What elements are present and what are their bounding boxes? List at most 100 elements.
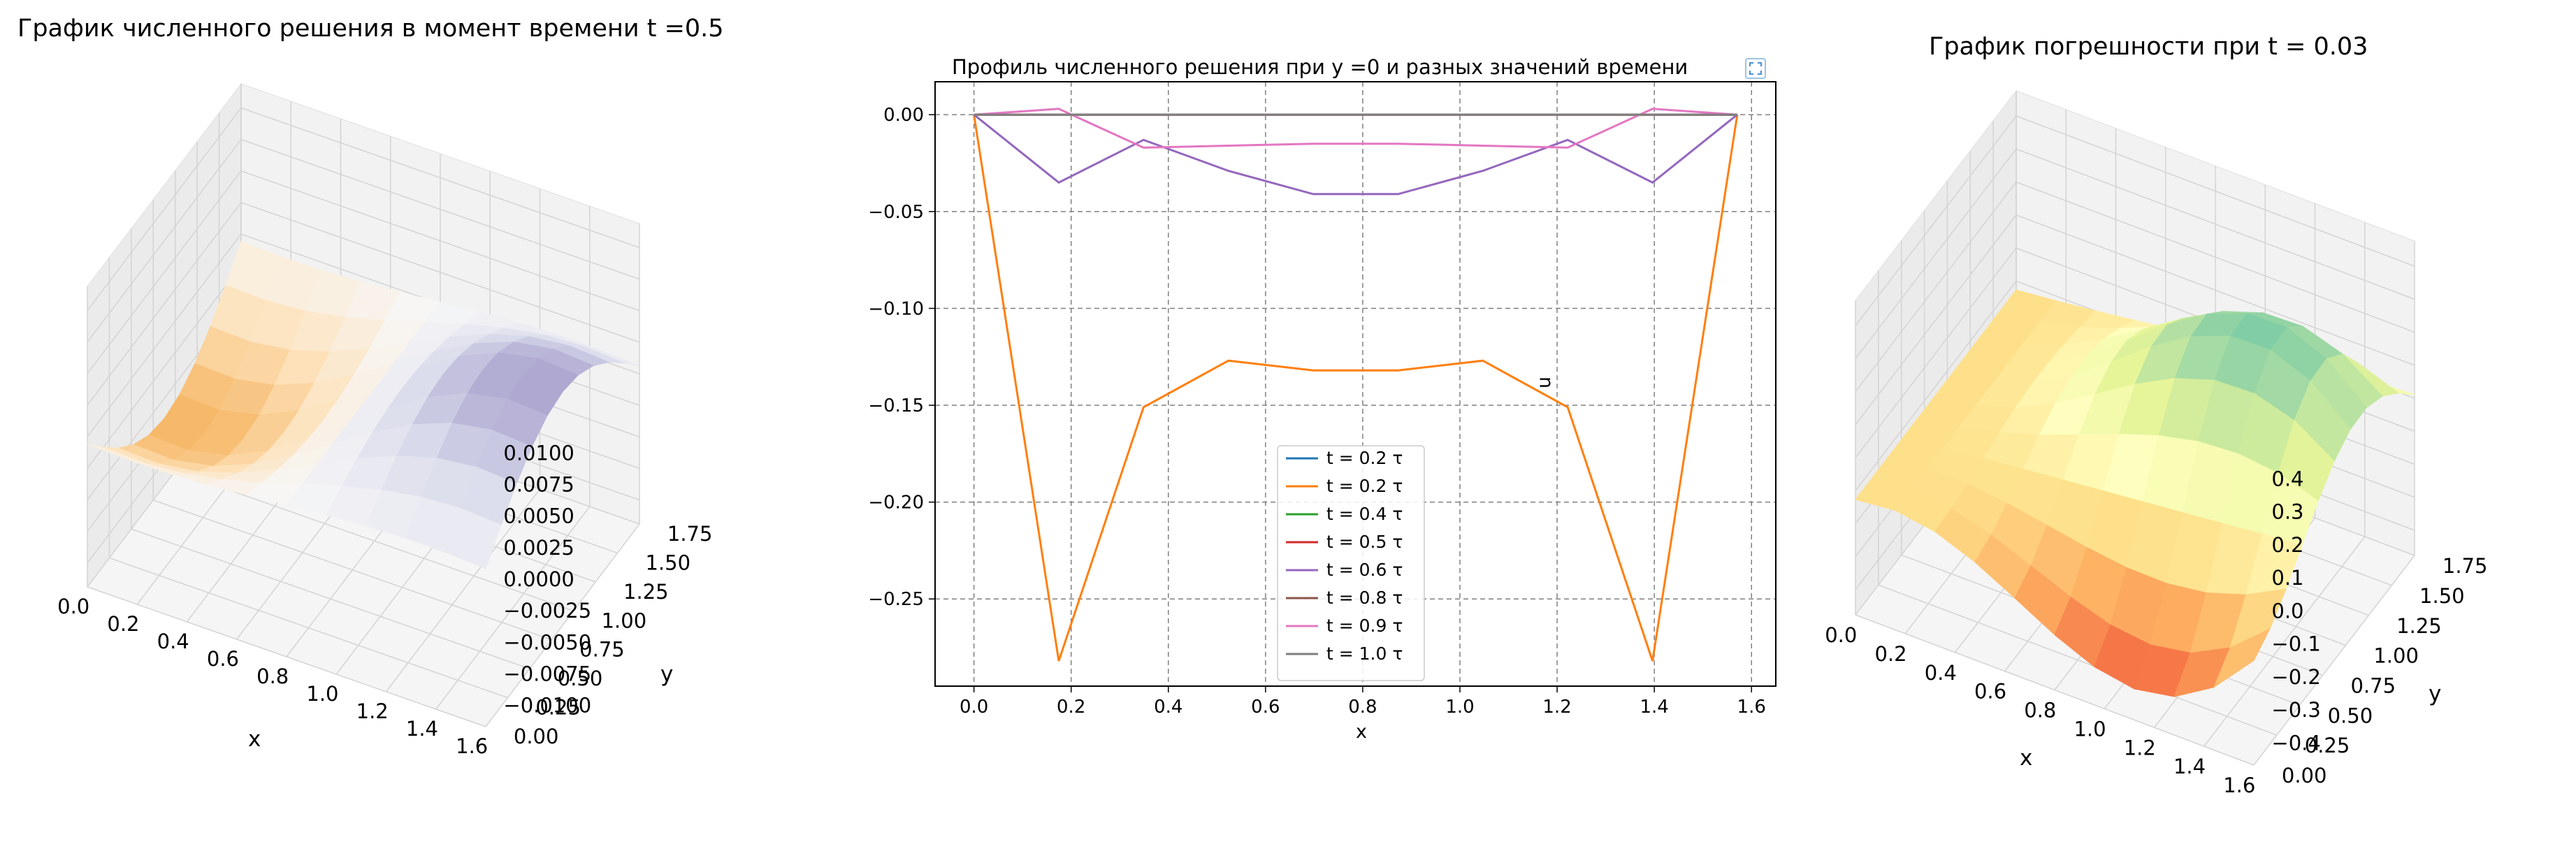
axes3d-ticks: 0.0 0.2 0.4 0.6 0.8 1.0 1.2 1.4 1.6 0.00 0.25 0.50 0… — [57, 441, 712, 758]
axes3d-ticks: 0.0 0.2 0.4 0.6 0.8 1.0 1.2 1.4 1.6 0.00 0.25 0.50 0… — [1825, 467, 2487, 797]
x-tick-label: 1.6 — [1737, 697, 1766, 718]
surface-plot-solution: График численного решения в момент време… — [0, 0, 811, 865]
surface-plot-solution-svg: График численного решения в момент време… — [17, 15, 724, 758]
y-tick-label: 0.75 — [579, 638, 625, 662]
series-line-4 — [973, 113, 1738, 196]
grid-line — [131, 528, 530, 669]
fullscreen-icon[interactable] — [1745, 58, 1766, 79]
legend: t = 0.2 τ t = 0.2 τ t = 0.4 τ t = 0.5 τ t = … — [1277, 445, 1425, 681]
series-lines — [973, 108, 1739, 662]
surface-error-title: График погрешности при t = 0.03 — [1929, 33, 2368, 61]
z-tick-label: 0.2 — [2271, 533, 2303, 557]
y-tick-label: 0.00 — [514, 725, 559, 748]
y-tick-label: 0.50 — [558, 667, 603, 690]
z-tick-label: 0.4 — [2271, 467, 2303, 490]
y-tick-label: 1.75 — [2443, 554, 2488, 578]
grid-line — [1855, 115, 2017, 326]
legend-box — [1277, 445, 1425, 681]
grid-line — [109, 557, 508, 699]
x-tick-label: 0.2 — [1874, 642, 1906, 666]
grid-line — [240, 107, 640, 249]
z-tick-label: 0.0 — [2271, 599, 2303, 623]
z-tick-label: 0.0100 — [503, 441, 574, 465]
z-tick-label: 0.0075 — [503, 473, 574, 497]
x-tick-label: 1.0 — [1445, 697, 1474, 718]
x-tick-label: 0.4 — [1925, 661, 1957, 685]
y-tick-label: −0.10 — [868, 298, 924, 319]
y-tick-label: −0.05 — [868, 202, 924, 223]
y-tick-label: 1.00 — [602, 609, 647, 632]
x-axis-label: x — [1356, 721, 1367, 743]
z-tick-label: 0.3 — [2271, 500, 2303, 524]
y-tick-label: 0.50 — [2328, 704, 2373, 727]
series-line-6 — [974, 108, 1738, 149]
grid-line — [1878, 584, 2278, 736]
grid-line — [87, 233, 242, 437]
x-tick-label: 1.4 — [406, 717, 438, 741]
grid-line — [1855, 148, 2017, 359]
axis-ticks: 0.0 0.2 0.4 0.6 0.8 1.0 1.2 1.4 1.6 0.00 −0.05 −0.1… — [868, 105, 1766, 718]
y-tick-label: −0.15 — [868, 395, 924, 416]
x-tick-label: 0.8 — [256, 664, 289, 688]
y-tick-label: 1.25 — [623, 580, 669, 604]
x-tick-label: 0.2 — [1057, 697, 1085, 718]
y-tick-label: 0.00 — [883, 105, 924, 126]
z-tick-label: 0.0025 — [503, 536, 574, 560]
x-axis-label: x — [2020, 746, 2032, 771]
z-tick-label: −0.0025 — [503, 599, 591, 623]
surface-face — [445, 508, 502, 569]
x-tick-label: 0.6 — [207, 647, 239, 671]
z-tick-label: −0.0050 — [503, 630, 591, 654]
surface-mesh — [1855, 289, 2415, 697]
x-tick-label: 0.4 — [157, 630, 189, 653]
x-tick-label: 1.6 — [2223, 773, 2255, 797]
legend-label: t = 0.6 τ — [1326, 560, 1403, 580]
x-axis-label: x — [248, 727, 261, 752]
grid-line — [87, 107, 242, 311]
y-axis-label: y — [2429, 681, 2441, 706]
x-tick-label: 1.2 — [2124, 736, 2156, 759]
y-tick-label: 1.00 — [2373, 644, 2419, 668]
grid-line — [87, 202, 242, 406]
x-tick-label: 1.4 — [1640, 697, 1668, 718]
x-tick-label: 1.4 — [2173, 755, 2206, 778]
surface-solution-title: График численного решения в момент време… — [17, 15, 724, 43]
line-chart-title: Профиль численного решения при y =0 и ра… — [952, 55, 1688, 79]
surface-mesh — [87, 240, 640, 569]
x-tick-label: 0.8 — [1348, 697, 1377, 718]
grid-line — [2016, 115, 2415, 267]
y-tick-label: 0.25 — [2305, 734, 2350, 757]
z-tick-label: −0.0100 — [503, 694, 591, 718]
y-tick-label: 0.00 — [2282, 764, 2327, 787]
grid-line — [240, 202, 640, 343]
x-tick-label: 0.0 — [57, 595, 89, 618]
x-tick-label: 0.2 — [107, 612, 139, 636]
grid-line — [240, 170, 640, 312]
grid-line — [1855, 247, 2017, 458]
plot-frame — [934, 81, 1777, 687]
x-tick-label: 1.0 — [2074, 717, 2106, 741]
x-tick-label: 0.6 — [1251, 697, 1280, 718]
grid-line — [2016, 215, 2415, 366]
x-tick-label: 0.0 — [1825, 623, 1857, 647]
y-tick-label: 1.50 — [2419, 584, 2465, 608]
legend-label: t = 0.4 τ — [1326, 504, 1403, 524]
grid-line — [2253, 555, 2415, 766]
x-tick-label: 0.4 — [1154, 697, 1182, 718]
legend-label: t = 0.8 τ — [1326, 588, 1403, 608]
surface-face — [2213, 627, 2271, 688]
grid-line — [435, 506, 591, 710]
z-tick-label: −0.1 — [2271, 632, 2320, 656]
grid-line — [385, 488, 541, 692]
x-tick-label: 1.0 — [306, 682, 338, 706]
y-tick-label: 0.25 — [535, 696, 581, 720]
z-tick-label: 0.0000 — [503, 567, 574, 591]
legend-label: t = 0.9 τ — [1326, 616, 1403, 636]
line-chart-profile-svg: Профиль численного решения при y =0 и ра… — [868, 55, 1777, 743]
grid-line — [87, 586, 486, 727]
x-tick-label: 1.2 — [1542, 697, 1571, 718]
x-tick-label: 0.0 — [960, 697, 988, 718]
grid-line — [153, 500, 552, 641]
grid-line — [240, 138, 640, 280]
x-tick-label: 1.6 — [456, 734, 488, 758]
